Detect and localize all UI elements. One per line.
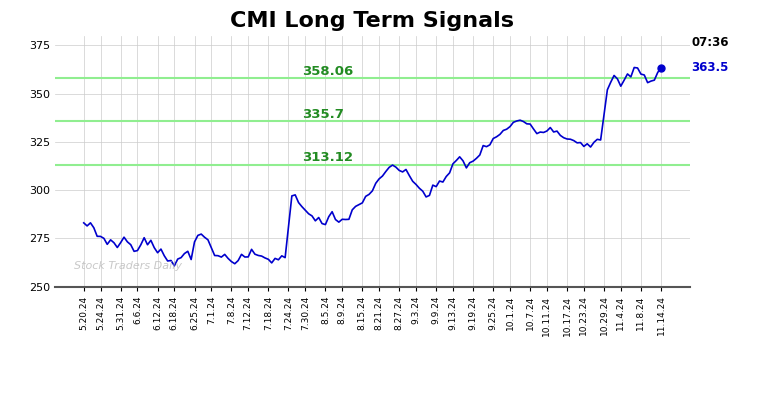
Text: Stock Traders Daily: Stock Traders Daily [74, 261, 182, 271]
Text: 313.12: 313.12 [302, 151, 353, 164]
Title: CMI Long Term Signals: CMI Long Term Signals [230, 12, 514, 31]
Text: 363.5: 363.5 [691, 61, 728, 74]
Text: 358.06: 358.06 [302, 64, 353, 78]
Text: 335.7: 335.7 [302, 108, 344, 121]
Text: 07:36: 07:36 [691, 36, 728, 49]
